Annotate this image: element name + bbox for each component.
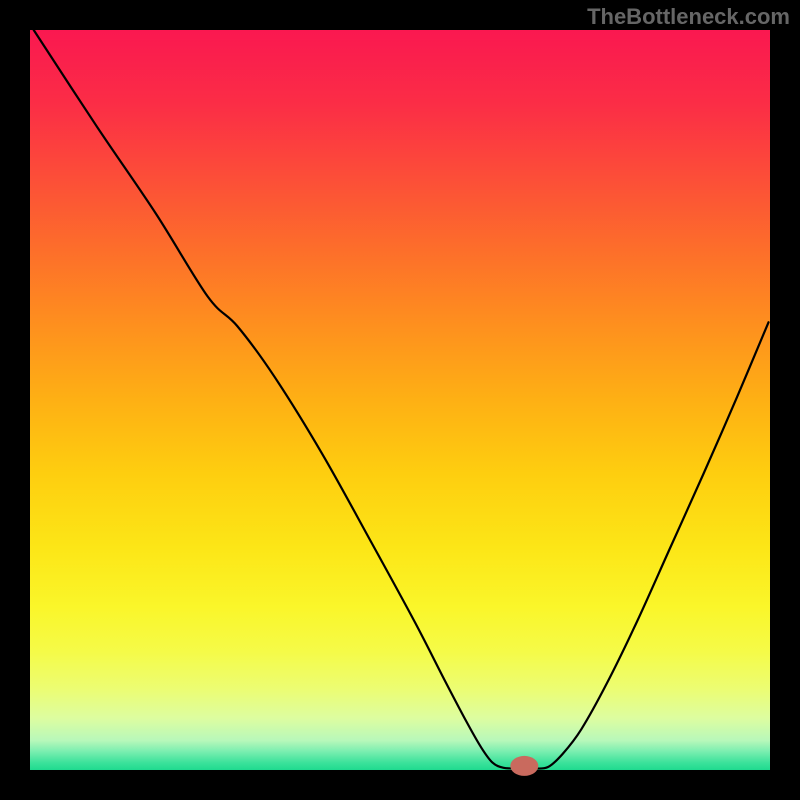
optimal-marker [510,756,538,776]
bottleneck-chart [0,0,800,800]
chart-container: TheBottleneck.com [0,0,800,800]
chart-background-gradient [30,30,770,770]
watermark-text: TheBottleneck.com [587,4,790,30]
